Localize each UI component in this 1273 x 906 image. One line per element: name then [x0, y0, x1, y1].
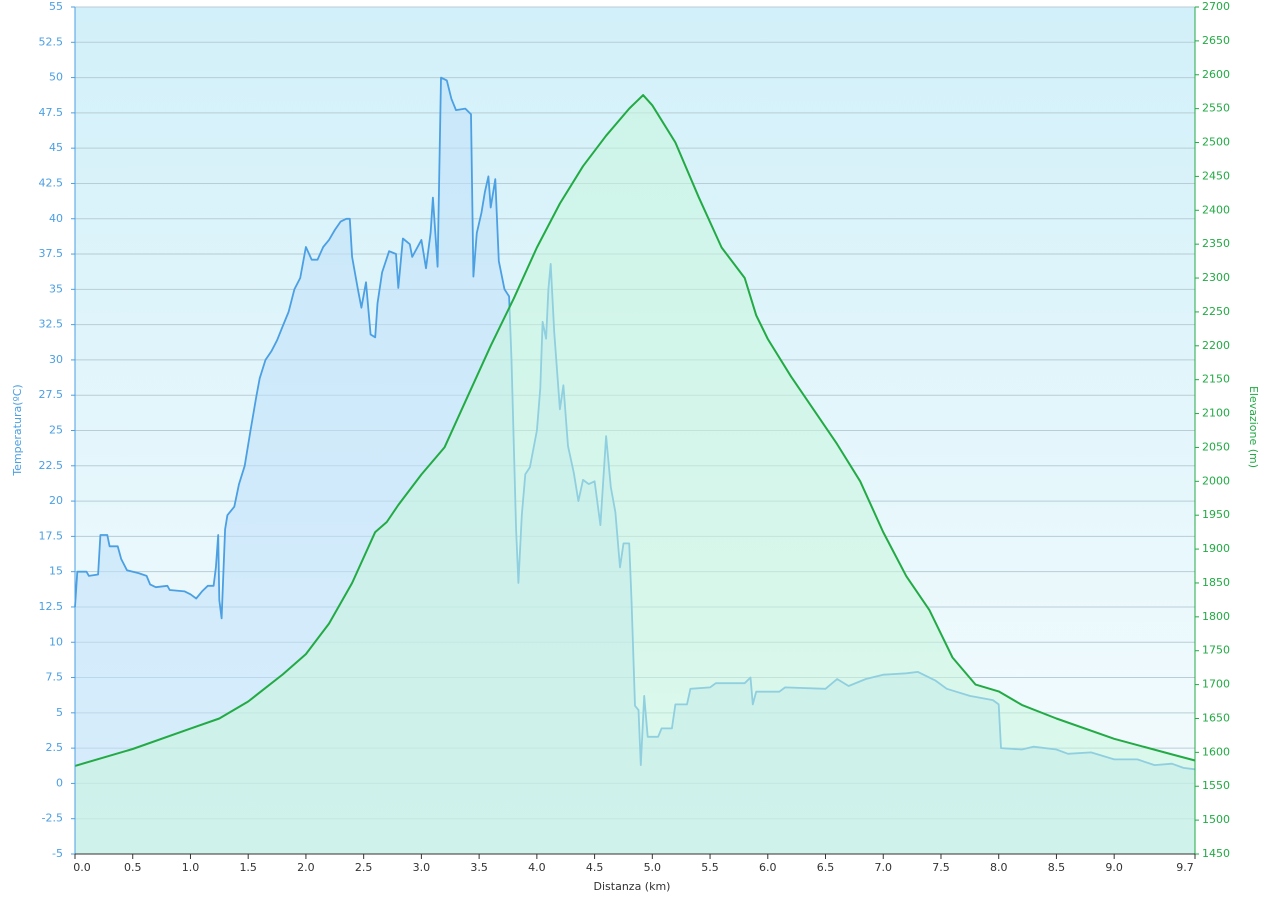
x-tick-label: 4.0: [528, 861, 546, 874]
x-tick-label: 0.5: [124, 861, 142, 874]
y2-tick-label: 1750: [1202, 644, 1230, 657]
y2-tick-label: 2300: [1202, 271, 1230, 284]
y-tick-label: 40: [49, 212, 63, 225]
y2-tick-label: 2100: [1202, 407, 1230, 420]
y2-tick-label: 1900: [1202, 542, 1230, 555]
area: [75, 95, 1195, 855]
y2-tick-label: 1950: [1202, 508, 1230, 521]
y2-tick-label: 1800: [1202, 610, 1230, 623]
y2-tick-label: 1650: [1202, 711, 1230, 724]
y-tick-label: -5: [52, 847, 63, 860]
y-tick-label: 17.5: [39, 529, 64, 542]
y-tick-label: 30: [49, 353, 63, 366]
x-tick-label: 1.5: [239, 861, 257, 874]
y2-tick-label: 2550: [1202, 102, 1230, 115]
y2-tick-label: 1700: [1202, 678, 1230, 691]
x-tick-label: 2.5: [355, 861, 373, 874]
y-tick-label: 27.5: [39, 388, 64, 401]
y2-tick-label: 2050: [1202, 440, 1230, 453]
y-tick-label: 55: [49, 0, 63, 13]
y-tick-label: 2.5: [46, 741, 64, 754]
y2-tick-label: 2450: [1202, 169, 1230, 182]
x-tick-label: 8.5: [1048, 861, 1066, 874]
y-tick-label: 35: [49, 282, 63, 295]
y2-tick-label: 1850: [1202, 576, 1230, 589]
x-tick-label: 9.0: [1105, 861, 1123, 874]
y-tick-label: 10: [49, 635, 63, 648]
x-tick-label: 1.0: [182, 861, 200, 874]
x-tick-label: 5.0: [644, 861, 662, 874]
x-axis-label: Distanza (km): [594, 880, 671, 893]
y2-tick-label: 2650: [1202, 34, 1230, 47]
y2-tick-label: 2500: [1202, 136, 1230, 149]
x-tick-label: 7.5: [932, 861, 950, 874]
x-tick-label: 3.0: [413, 861, 431, 874]
y-tick-label: 37.5: [39, 247, 64, 260]
y2-tick-label: 1550: [1202, 779, 1230, 792]
line: [74, 94, 1196, 767]
y-tick-label: 20: [49, 494, 63, 507]
y-tick-label: 32.5: [39, 318, 64, 331]
x-tick-label: 5.5: [701, 861, 719, 874]
y2-tick-label: 1600: [1202, 745, 1230, 758]
y-tick-label: 45: [49, 141, 63, 154]
y-tick-label: 7.5: [46, 671, 64, 684]
y2-tick-label: 2350: [1202, 237, 1230, 250]
x-tick-label: 4.5: [586, 861, 604, 874]
x-tick-label: 0.0: [73, 861, 91, 874]
y2-tick-label: 2250: [1202, 305, 1230, 318]
x-tick-label: 8.0: [990, 861, 1008, 874]
y2-tick-label: 2000: [1202, 474, 1230, 487]
y2-tick-label: 1500: [1202, 813, 1230, 826]
y-axis-label: Temperatura(ºC): [11, 384, 24, 476]
y2-axis-label: Elevazione (m): [1247, 386, 1260, 468]
y-tick-label: 42.5: [39, 176, 64, 189]
y-tick-label: 22.5: [39, 459, 64, 472]
y-tick-label: -2.5: [42, 812, 63, 825]
x-tick-label: 3.5: [470, 861, 488, 874]
y2-tick-label: 2200: [1202, 339, 1230, 352]
y-tick-label: 50: [49, 71, 63, 84]
x-tick-label: 2.0: [297, 861, 315, 874]
y2-tick-label: 2150: [1202, 373, 1230, 386]
y-tick-label: 12.5: [39, 600, 64, 613]
x-tick-label: 7.0: [874, 861, 892, 874]
y2-tick-label: 1450: [1202, 847, 1230, 860]
x-tick-label: 6.5: [817, 861, 835, 874]
y-tick-label: 52.5: [39, 35, 64, 48]
y-tick-label: 0: [56, 776, 63, 789]
y2-tick-label: 2600: [1202, 68, 1230, 81]
y2-tick-label: 2700: [1202, 0, 1230, 13]
y-tick-label: 47.5: [39, 106, 64, 119]
y-tick-label: 5: [56, 706, 63, 719]
y2-tick-label: 2400: [1202, 203, 1230, 216]
y-tick-label: 25: [49, 424, 63, 437]
x-tick-label: 6.0: [759, 861, 777, 874]
y-tick-label: 15: [49, 565, 63, 578]
x-tick-label: 9.7: [1176, 861, 1194, 874]
